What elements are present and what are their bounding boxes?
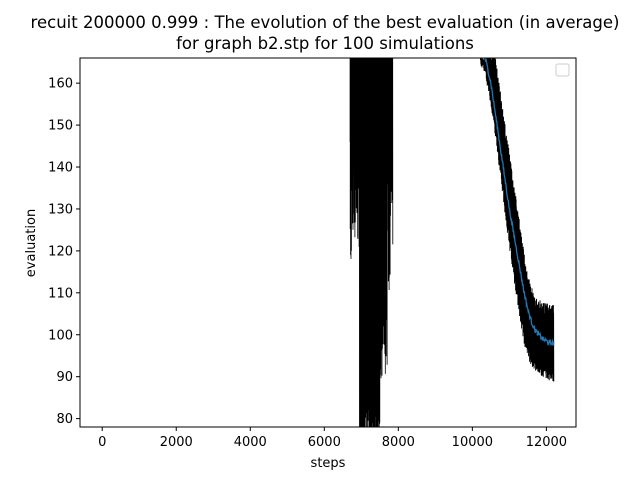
plot-frame	[79, 57, 577, 428]
x-tick-label: 0	[98, 435, 106, 450]
y-tick-label: 160	[48, 77, 73, 92]
x-tick-label: 2000	[160, 435, 193, 450]
y-tick-label: 110	[48, 286, 73, 301]
chart-subtitle: for graph b2.stp for 100 simulations	[176, 34, 474, 53]
plot-area	[349, 58, 555, 427]
x-tick-label: 6000	[308, 435, 341, 450]
x-tick-label: 12000	[526, 435, 567, 450]
x-axis-label: steps	[311, 456, 346, 471]
y-tick-label: 140	[48, 161, 73, 176]
x-axis: 0 2000 4000 6000 8000 10000 12000	[98, 427, 567, 450]
x-tick-label: 8000	[382, 435, 415, 450]
y-tick-label: 100	[48, 328, 73, 343]
y-tick-label: 130	[48, 202, 73, 217]
chart-title: recuit 200000 0.999 : The evolution of t…	[31, 13, 620, 32]
spread-band	[479, 58, 555, 382]
y-tick-label: 90	[56, 370, 73, 385]
legend-box	[555, 63, 570, 77]
y-tick-label: 120	[48, 244, 73, 259]
y-tick-label: 80	[56, 412, 73, 427]
x-tick-label: 4000	[234, 435, 267, 450]
early-runs-noise	[349, 58, 394, 427]
y-tick-label: 150	[48, 119, 73, 134]
mean-line	[484, 58, 555, 347]
legend	[555, 63, 570, 77]
y-axis-label: evaluation	[24, 209, 39, 277]
y-axis: 80 90 100 110 120 130 140 150 160	[48, 77, 80, 427]
x-tick-label: 10000	[452, 435, 493, 450]
